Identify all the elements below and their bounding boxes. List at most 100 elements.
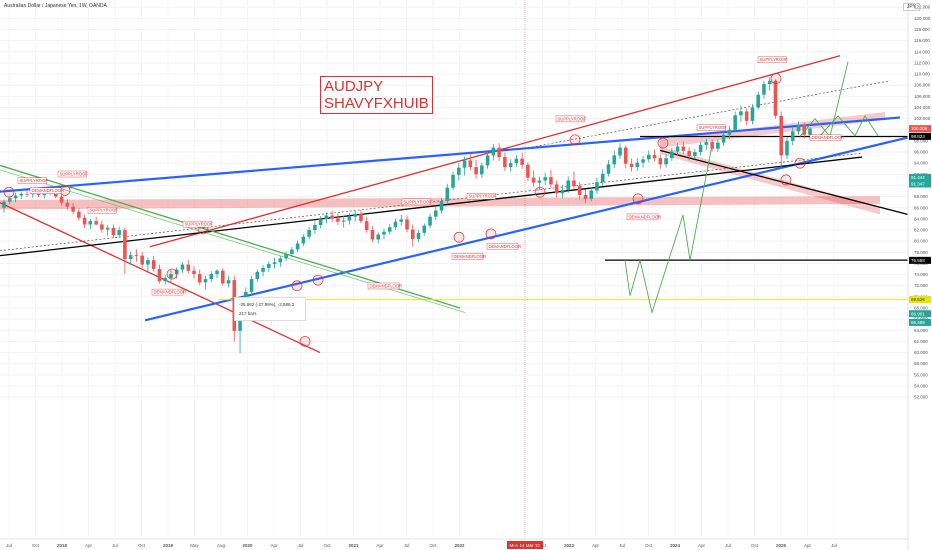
candle-body (457, 167, 461, 175)
candle-body (514, 158, 519, 164)
candle-body (422, 225, 427, 233)
candle-body (186, 264, 191, 271)
candle-body (704, 142, 709, 145)
candle-body (635, 162, 640, 168)
y-tick-label: 84.000 (914, 216, 928, 221)
candle-body (157, 269, 162, 282)
candle-body (169, 274, 173, 278)
annotation-text: SUPPLYROOF (404, 199, 433, 204)
measure-change: -25.862 (-27.99%), -2,586.2 (239, 302, 295, 307)
candle-body (733, 115, 737, 130)
time-axis[interactable]: Jul Oct 2018 Apr Jul Oct 2019 May Aug 2020 Apr Jul O… (0, 538, 908, 549)
candle-body (77, 211, 81, 218)
black-dashed-line (0, 152, 863, 251)
candle-body (370, 230, 375, 240)
price-label-box (909, 256, 931, 264)
pivot-marker (534, 186, 546, 198)
candle-body (681, 146, 686, 151)
annotation-supplyroof: SUPPLYROOF (17, 177, 48, 184)
price-label-box (909, 310, 931, 318)
candle-body (451, 174, 455, 188)
candle-body (618, 147, 622, 156)
candle-body (589, 190, 594, 199)
annotation-box (555, 115, 585, 123)
candle-body (347, 216, 352, 221)
projection-paths (624, 61, 879, 315)
candle-body (82, 217, 87, 225)
annotation-demandfloor: DEMANDFLOOR (29, 187, 64, 194)
currency-badge[interactable]: JPY (902, 3, 920, 11)
candle-body (25, 193, 29, 195)
y-tick-label: 108.000 (914, 83, 931, 88)
annotation-box (451, 253, 484, 260)
candle-body (641, 159, 645, 163)
price-label: 76.558 (911, 258, 925, 263)
chart-note[interactable]: AUDJPY SHAVYFXHUIB (320, 76, 433, 114)
y-tick-label: 122.000 (914, 5, 931, 10)
candle-body (623, 147, 628, 164)
candle-body (267, 264, 271, 268)
candle-body (485, 155, 490, 166)
y-tick-label: 120.000 (914, 16, 931, 21)
x-tick-label: 2025 (776, 543, 787, 548)
y-tick-label: 62.000 (914, 339, 928, 344)
x-tick-label: 2020 (242, 543, 253, 548)
x-tick-label: Jul (112, 543, 118, 548)
price-label-box (909, 132, 931, 140)
annotation-box (17, 177, 47, 184)
x-tick-label: May (190, 543, 199, 548)
candle-body (462, 160, 467, 168)
price-label-box (909, 173, 931, 181)
pivot-marker (794, 157, 806, 169)
candle-body (393, 221, 398, 228)
candle-body (756, 94, 760, 108)
y-tick-label: 58.000 (914, 361, 928, 366)
annotation-supplyroof: SUPPLYROOF (466, 193, 497, 200)
x-tick-label: Jul (6, 543, 12, 548)
annotation-supplyroof: SUPPLYROOF (87, 207, 118, 214)
candle-body (664, 158, 668, 165)
candle-body (428, 216, 432, 226)
x-tick-label: Apr (592, 543, 600, 548)
annotation-text: DEMANDFLOOR (489, 244, 522, 249)
candle-body (531, 177, 536, 183)
y-tick-label: 72.000 (914, 283, 928, 288)
candle-body (341, 220, 346, 222)
price-label: 66.488 (911, 320, 925, 325)
candle-body (543, 177, 547, 181)
candle-body (606, 164, 611, 174)
y-tick-label: 78.000 (914, 250, 928, 255)
x-tick-label: Jul (619, 543, 625, 548)
candle-body (416, 232, 421, 239)
note-line-2: SHAVYFXHUIB (324, 95, 429, 112)
cursor-date-box (507, 541, 543, 549)
x-tick-label: Oct (138, 543, 146, 548)
black-falling-line (659, 149, 911, 216)
candle-body (387, 227, 392, 232)
pivot-marker (453, 231, 465, 243)
candle-body (750, 107, 755, 121)
candle-body (140, 255, 144, 265)
candle-body (612, 155, 617, 165)
candle-body (336, 218, 340, 222)
x-tick-label: Jul (831, 543, 837, 548)
x-tick-label: Aug (217, 543, 226, 548)
candle-body (226, 280, 231, 284)
candle-body (261, 267, 265, 272)
annotation-text: SUPPLYROOF (699, 125, 728, 130)
candle-body (65, 202, 70, 207)
annotation-box (29, 187, 62, 194)
candle-body (600, 173, 605, 183)
annotation-box (466, 193, 496, 200)
projection-path-right (819, 114, 879, 137)
x-tick-label: Oct (645, 543, 653, 548)
annotation-text: DEMANDFLOOR (370, 283, 403, 288)
annotation-demandfloor: DEMANDFLOOR (367, 282, 403, 290)
candle-body (180, 264, 185, 270)
y-tick-label: 112.000 (914, 60, 930, 65)
price-axis[interactable]: 122.000 120.000 118.000 116.000 114.000 112.0… (907, 0, 932, 550)
candle-body (290, 249, 294, 254)
candle-body (508, 163, 513, 168)
pivot-marker (569, 134, 581, 146)
